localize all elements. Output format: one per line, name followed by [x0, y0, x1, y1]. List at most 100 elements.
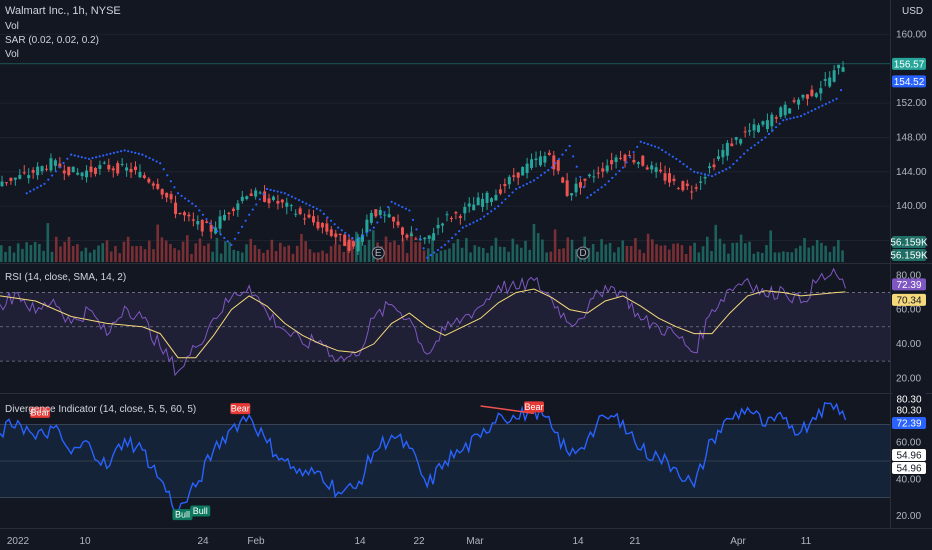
candle-body [13, 177, 17, 180]
div-tick-label: 20.00 [896, 511, 921, 522]
candle-body [254, 190, 258, 197]
sar-dot [486, 212, 489, 215]
sar-dot [436, 248, 439, 252]
sar-dot [340, 229, 343, 232]
rsi-tick-label: 80.00 [896, 270, 921, 281]
candle-body [476, 197, 480, 206]
sar-dot [187, 199, 190, 203]
candle-body [601, 168, 605, 172]
volume-bar [88, 252, 92, 262]
volume-bar [190, 253, 193, 262]
sar-dot [547, 168, 550, 172]
candle-body [151, 183, 155, 186]
volume-bar [596, 251, 599, 262]
sar-dot [618, 169, 621, 173]
volume-bar [410, 231, 413, 262]
signal-badge-bg [30, 406, 51, 418]
div-value-tag: 80.30 [896, 406, 921, 417]
volume-bar [207, 243, 210, 262]
volume-bar [807, 247, 811, 262]
sar-dot [465, 224, 468, 228]
volume-bar [769, 230, 773, 262]
volume-bar [38, 243, 41, 262]
price-tick-label: 160.00 [896, 29, 927, 40]
candle-body [396, 221, 400, 226]
sar-dot [205, 217, 208, 221]
rsi-title: RSI (14, close, SMA, 14, 2) [5, 272, 127, 283]
candle-body [819, 88, 823, 94]
volume-bar [152, 249, 155, 262]
sar-dot [557, 157, 561, 161]
volume-bar [718, 238, 722, 262]
candle-body [182, 212, 186, 216]
volume-bar [139, 245, 143, 262]
rsi-ma-tag-bg [892, 293, 926, 306]
sar-dot [255, 203, 258, 206]
candle-body [565, 180, 569, 196]
sar-dot [792, 116, 795, 119]
sar-dot [771, 129, 774, 132]
time-axis-label: 14 [354, 536, 366, 547]
volume-bar [253, 245, 257, 262]
sar-dot [358, 236, 361, 240]
sar-dot [194, 205, 197, 208]
sar-dot [109, 152, 112, 155]
sar-dot [725, 168, 728, 171]
candle-body [89, 166, 93, 173]
candle-body [490, 198, 493, 202]
volume-bar [511, 238, 515, 262]
sar-dot [32, 188, 35, 191]
sar-dot [329, 219, 333, 222]
sar-dot [814, 107, 817, 111]
volume-bar [426, 248, 430, 262]
volume-bar [308, 249, 312, 262]
candle-body [832, 70, 836, 82]
volume-bar [828, 252, 832, 262]
sar-dot [703, 173, 706, 176]
volume-bar [625, 245, 629, 262]
volume-bar [705, 236, 709, 262]
candle-body [494, 194, 498, 201]
sar-dot [351, 236, 354, 240]
volume-bar [359, 238, 362, 262]
volume-bar [667, 249, 671, 262]
volume-bar [672, 243, 675, 262]
sar-dot [575, 165, 578, 168]
volume-bar [355, 231, 358, 262]
volume-tag: 56.159K [890, 238, 928, 249]
sar-dot [226, 240, 229, 243]
candle-body [503, 184, 507, 187]
candle-body [316, 221, 320, 229]
sar-dot [604, 183, 607, 186]
sar-dot [73, 154, 76, 157]
sar-dot [572, 155, 575, 158]
sar-dot [483, 215, 486, 218]
candle-body [53, 160, 57, 166]
sar-dot [301, 200, 304, 203]
div-value-tag-bg [892, 449, 926, 461]
volume-bar [147, 240, 151, 262]
volume-bar [317, 252, 320, 262]
sar-dot [746, 149, 749, 152]
sar-dot [518, 186, 521, 189]
sar-dot [51, 174, 54, 177]
time-axis-label: 14 [572, 536, 584, 547]
sar-dot [319, 209, 322, 212]
volume-bar [684, 253, 688, 262]
volume-bar [363, 245, 367, 262]
sar-dot [600, 186, 603, 189]
sar-dot [102, 154, 105, 157]
volume-bar [811, 245, 815, 262]
sar-dot [728, 166, 731, 169]
div-value-tag-bg [892, 404, 926, 416]
candle-body [18, 175, 22, 179]
volume-bar [63, 241, 67, 262]
sar-dot [493, 207, 496, 210]
sar-dot [305, 202, 308, 205]
candle-body [681, 181, 685, 191]
candle-body [214, 227, 218, 234]
candle-body [427, 235, 431, 239]
volume-bar [114, 245, 117, 262]
volume-bar [786, 251, 789, 262]
volume-bar [266, 249, 269, 262]
